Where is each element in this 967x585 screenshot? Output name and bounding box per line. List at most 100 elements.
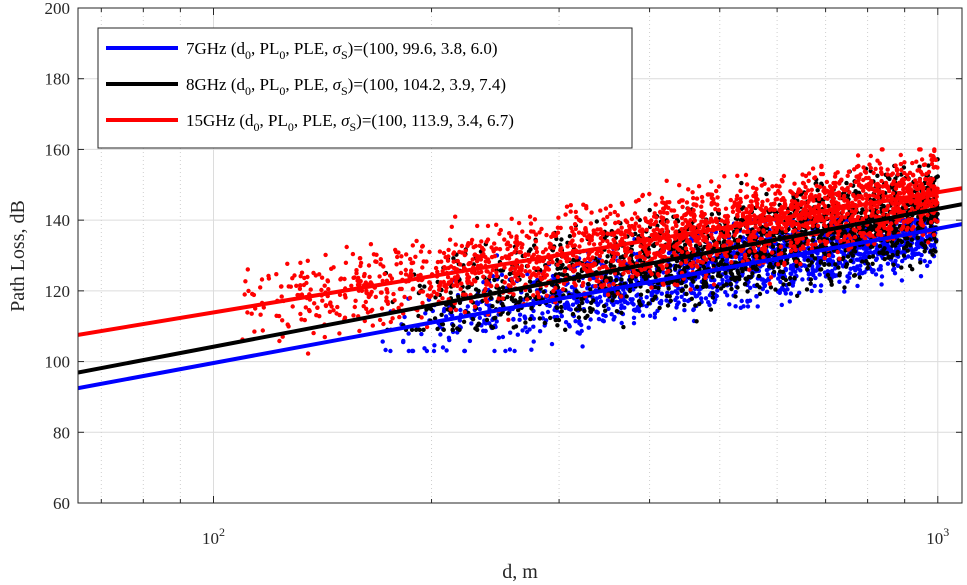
scatter-point: [353, 298, 358, 303]
scatter-point: [604, 259, 609, 265]
scatter-point: [331, 308, 336, 313]
scatter-point: [596, 316, 602, 322]
scatter-point: [449, 277, 454, 282]
scatter-point: [514, 246, 519, 251]
scatter-point: [926, 240, 931, 245]
scatter-point: [564, 300, 570, 305]
scatter-point: [791, 219, 796, 225]
scatter-point: [863, 214, 869, 219]
scatter-point: [800, 236, 805, 241]
scatter-point: [709, 195, 714, 201]
scatter-point: [683, 246, 689, 251]
scatter-point: [317, 272, 322, 277]
scatter-point: [364, 288, 369, 293]
scatter-point: [773, 287, 778, 292]
scatter-point: [590, 255, 595, 260]
scatter-point: [677, 183, 682, 188]
scatter-point: [729, 276, 734, 281]
scatter-point: [706, 300, 711, 305]
scatter-point: [579, 238, 584, 243]
scatter-point: [918, 274, 924, 279]
scatter-point: [529, 306, 534, 311]
scatter-point: [481, 274, 486, 279]
scatter-point: [584, 298, 589, 304]
scatter-point: [800, 172, 805, 177]
scatter-point: [840, 210, 845, 215]
scatter-point: [469, 321, 474, 326]
scatter-point: [494, 319, 499, 324]
scatter-point: [815, 188, 820, 193]
scatter-point: [566, 303, 571, 309]
scatter-point: [350, 251, 356, 257]
scatter-point: [767, 230, 773, 235]
scatter-point: [496, 335, 502, 340]
scatter-point: [397, 314, 402, 320]
scatter-point: [892, 226, 898, 232]
scatter-point: [879, 170, 884, 175]
scatter-point: [733, 304, 738, 309]
scatter-point: [440, 296, 445, 301]
scatter-point: [770, 244, 776, 249]
scatter-point: [621, 324, 626, 330]
scatter-point: [352, 304, 357, 310]
scatter-point: [732, 200, 737, 205]
scatter-point: [408, 256, 413, 262]
scatter-point: [851, 227, 856, 232]
scatter-point: [665, 219, 670, 224]
scatter-point: [245, 310, 250, 315]
scatter-point: [532, 266, 537, 271]
scatter-point: [620, 236, 625, 242]
scatter-point: [594, 219, 599, 224]
scatter-point: [649, 218, 654, 223]
scatter-point: [642, 256, 647, 261]
scatter-point: [664, 178, 669, 183]
scatter-point: [901, 253, 907, 258]
scatter-point: [798, 261, 803, 267]
scatter-point: [406, 348, 411, 354]
scatter-point: [621, 271, 626, 276]
scatter-point: [661, 270, 666, 275]
scatter-point: [885, 194, 890, 199]
scatter-point: [611, 237, 616, 242]
scatter-point: [836, 265, 841, 270]
scatter-point: [680, 204, 685, 210]
scatter-point: [771, 269, 777, 275]
scatter-point: [808, 220, 813, 225]
scatter-point: [908, 243, 913, 248]
scatter-point: [661, 215, 666, 221]
scatter-point: [822, 270, 828, 275]
scatter-point: [636, 299, 642, 304]
scatter-point: [404, 252, 409, 257]
scatter-point: [912, 234, 917, 239]
scatter-point: [597, 253, 603, 259]
scatter-point: [307, 308, 312, 314]
scatter-point: [879, 178, 884, 184]
scatter-point: [624, 294, 629, 299]
scatter-point: [926, 163, 931, 168]
scatter-point: [664, 263, 669, 268]
scatter-point: [317, 314, 322, 319]
scatter-point: [365, 310, 371, 315]
scatter-point: [619, 305, 624, 311]
scatter-point: [582, 232, 587, 238]
scatter-point: [925, 263, 930, 268]
scatter-point: [696, 184, 702, 189]
scatter-point: [477, 307, 482, 312]
scatter-point: [555, 257, 560, 263]
scatter-point: [756, 227, 761, 232]
scatter-point: [778, 279, 783, 285]
scatter-point: [826, 203, 831, 209]
scatter-point: [852, 234, 858, 240]
scatter-point: [806, 188, 811, 193]
scatter-point: [632, 211, 638, 216]
scatter-point: [739, 298, 744, 304]
scatter-point: [701, 264, 706, 269]
scatter-point: [465, 304, 470, 309]
scatter-point: [625, 246, 630, 251]
scatter-point: [428, 306, 434, 312]
scatter-point: [548, 315, 553, 321]
scatter-point: [818, 283, 824, 288]
scatter-series-15GHz: [240, 147, 940, 356]
scatter-point: [587, 241, 592, 246]
scatter-point: [322, 334, 327, 340]
